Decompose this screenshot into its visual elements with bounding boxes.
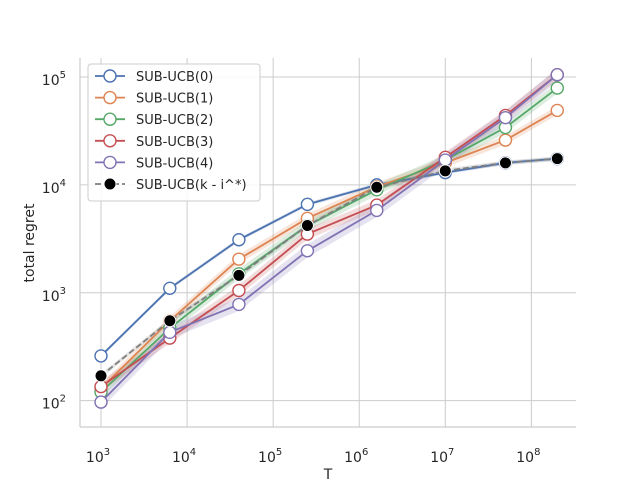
series-band-1 (101, 105, 558, 393)
legend-marker (103, 155, 117, 170)
y-tick-base: 10 (42, 397, 60, 413)
data-point (550, 103, 564, 118)
x-tick-exponent: 3 (104, 447, 110, 458)
data-point (438, 153, 452, 167)
x-tick-exponent: 4 (190, 447, 196, 458)
series-4 (94, 68, 564, 409)
data-point (300, 244, 315, 258)
data-point (94, 395, 108, 409)
data-point (232, 233, 246, 247)
data-point (438, 164, 452, 178)
axes (79, 58, 576, 428)
x-tick-base: 10 (344, 450, 362, 466)
x-tick-label: 106 (344, 447, 368, 466)
data-point (300, 197, 315, 212)
series-band-0 (101, 156, 558, 358)
y-tick-base: 10 (42, 73, 60, 89)
data-point (163, 325, 177, 340)
data-point (498, 110, 513, 125)
y-tick-exponent: 4 (60, 178, 66, 189)
x-tick-label: 105 (258, 447, 282, 466)
data-point (300, 219, 314, 233)
x-tick-exponent: 5 (276, 447, 282, 458)
x-tick-label: 107 (430, 447, 454, 466)
data-point (232, 268, 246, 282)
data-point (550, 68, 564, 82)
series-band-3 (101, 69, 558, 392)
data-point (163, 314, 177, 328)
y-tick-base: 10 (42, 181, 60, 197)
x-tick-exponent: 7 (448, 447, 454, 458)
y-tick-base: 10 (42, 289, 60, 305)
data-point (550, 81, 564, 95)
legend-marker (103, 112, 117, 126)
data-point (94, 349, 108, 363)
data-point (232, 297, 246, 312)
y-tick-exponent: 5 (60, 70, 66, 81)
x-tick-base: 10 (86, 450, 104, 466)
y-tick-label: 102 (42, 394, 66, 413)
y-tick-exponent: 3 (60, 286, 66, 297)
x-tick-label: 103 (86, 447, 110, 466)
data-point (370, 203, 384, 218)
data-point (370, 180, 384, 194)
data-point (232, 283, 246, 298)
y-tick-label: 103 (42, 286, 66, 305)
x-tick-base: 10 (172, 450, 190, 466)
series-line-4 (100, 74, 558, 403)
legend-label: SUB-UCB(4) (136, 156, 213, 171)
legend-marker (103, 177, 117, 191)
x-tick-base: 10 (258, 450, 276, 466)
legend-marker (103, 134, 117, 148)
x-tick-exponent: 8 (534, 447, 540, 458)
data-point (94, 369, 108, 383)
data-point (498, 133, 513, 147)
data-point (498, 156, 512, 170)
series-lines (94, 68, 564, 409)
data-point (550, 152, 564, 166)
x-tick-base: 10 (430, 450, 448, 466)
y-tick-label: 105 (42, 70, 66, 89)
x-tick-label: 108 (516, 447, 540, 466)
legend-label: SUB-UCB(k - i^*) (136, 178, 247, 193)
legend-box (87, 63, 261, 202)
y-tick-exponent: 2 (60, 394, 66, 405)
x-tick-base: 10 (516, 450, 534, 466)
x-axis-title: T (323, 467, 333, 480)
legend-label: SUB-UCB(1) (136, 92, 213, 107)
data-point (163, 281, 177, 296)
legend-label: SUB-UCB(2) (136, 113, 213, 128)
series-5 (94, 152, 564, 383)
data-point (94, 379, 108, 394)
series-line-3 (100, 74, 558, 388)
legend-label: SUB-UCB(0) (136, 70, 213, 85)
legend-marker (103, 69, 117, 83)
y-tick-label: 104 (42, 178, 66, 197)
series-line-1 (100, 109, 558, 390)
y-axis-title: total regret (22, 203, 38, 282)
x-tick-label: 104 (172, 447, 196, 466)
legend: SUB-UCB(0) SUB-UCB(1) SUB-UCB(2) SUB-UCB(3)… (87, 63, 261, 202)
x-tick-exponent: 6 (362, 447, 368, 458)
data-point (232, 252, 246, 266)
legend-label: SUB-UCB(3) (136, 135, 213, 150)
legend-marker (103, 90, 117, 105)
series-line-2 (100, 87, 558, 393)
series-line-5 (100, 157, 558, 377)
